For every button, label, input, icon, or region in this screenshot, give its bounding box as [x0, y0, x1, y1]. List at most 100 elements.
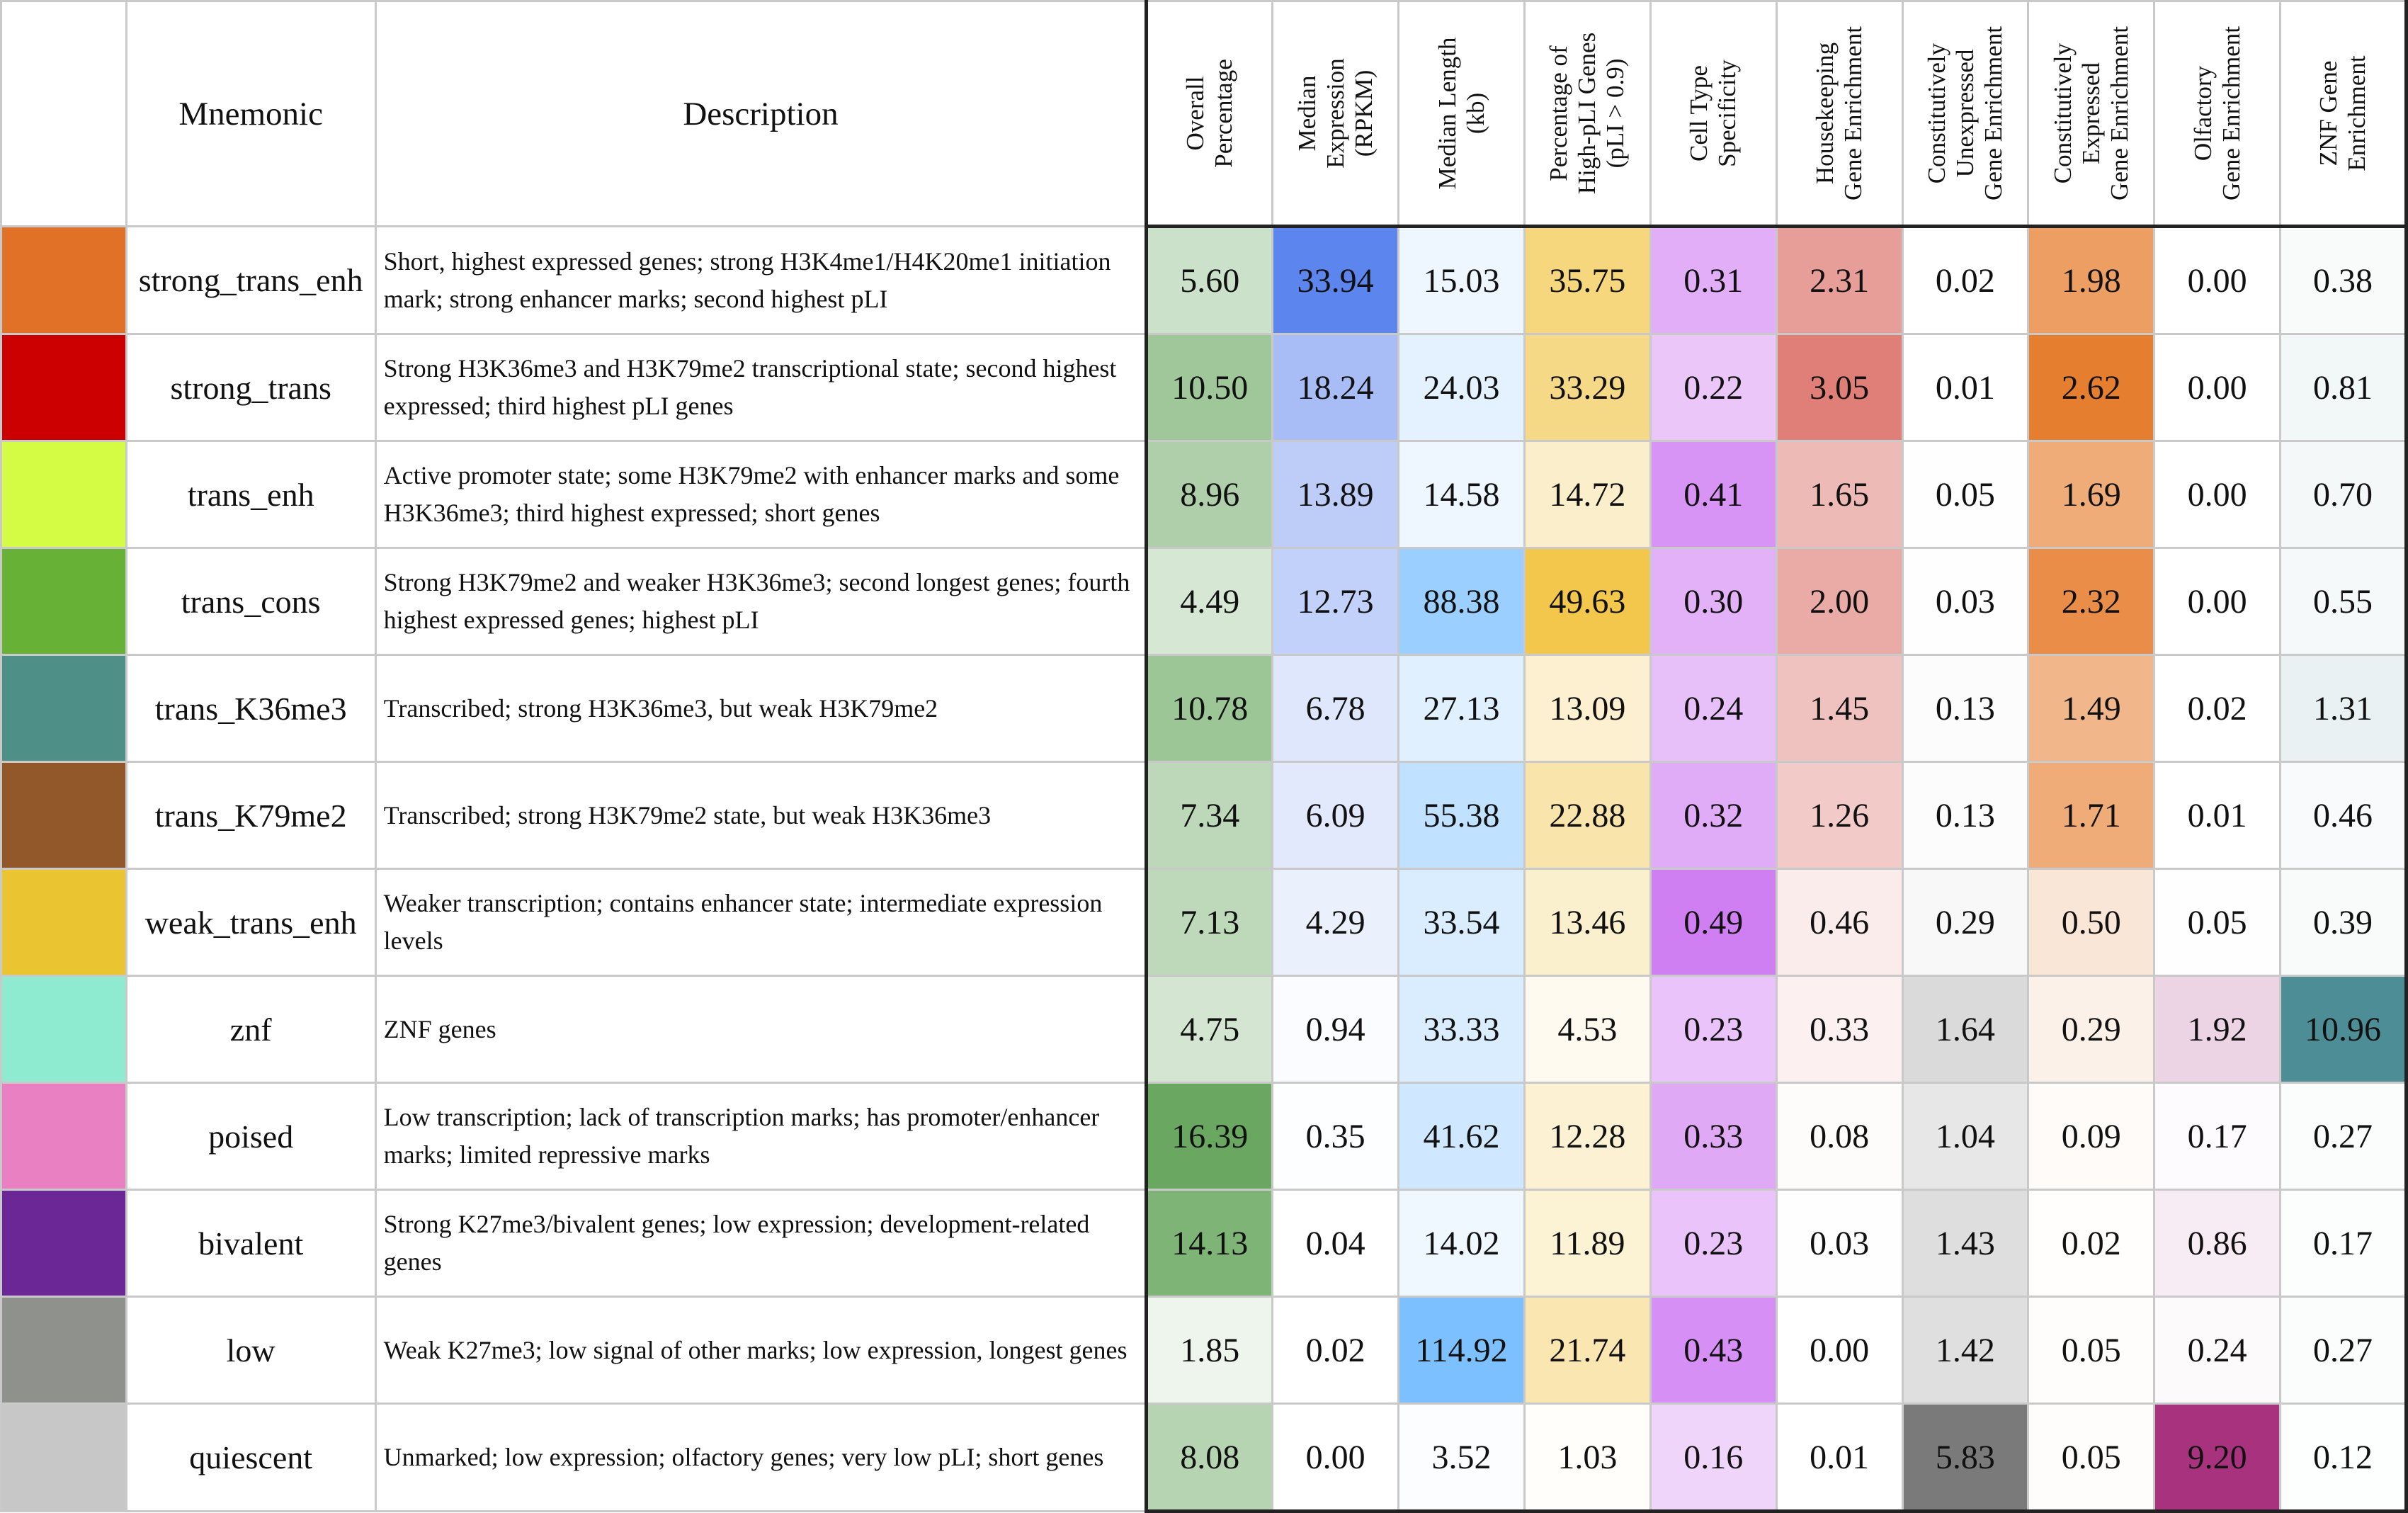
data-cell: 33.54 — [1397, 868, 1526, 977]
data-cell: 0.00 — [1271, 1402, 1400, 1513]
data-cell: 0.00 — [2153, 547, 2281, 656]
data-cell: 33.29 — [1523, 333, 1652, 442]
data-cell: 3.52 — [1397, 1402, 1526, 1513]
data-cell: 7.13 — [1145, 868, 1274, 977]
data-cell: 0.17 — [2153, 1082, 2281, 1191]
metric-header-line: (kb) — [1461, 92, 1489, 135]
metric-header-line: (RPKM) — [1349, 69, 1378, 157]
data-cell: 1.98 — [2027, 225, 2156, 335]
metric-header-label: Percentage of High-pLI Genes (pLI > 0.9) — [1545, 7, 1630, 220]
median-length-header: Median Length (kb) — [1397, 0, 1526, 227]
data-cell: 6.78 — [1271, 654, 1400, 763]
data-cell: 4.75 — [1145, 975, 1274, 1084]
metric-header-line: Expressed — [2077, 62, 2105, 164]
data-cell: 1.92 — [2153, 975, 2281, 1084]
housekeeping-enrichment-header: Housekeeping Gene Enrichment — [1775, 0, 1904, 227]
data-cell: 8.96 — [1145, 440, 1274, 549]
znf-enrichment-header: ZNF Gene Enrichment — [2278, 0, 2408, 227]
data-cell: 0.17 — [2278, 1189, 2408, 1298]
data-cell: 0.05 — [1901, 440, 2030, 549]
state-description: Active promoter state; some H3K79me2 wit… — [374, 440, 1148, 549]
data-cell: 0.81 — [2278, 333, 2408, 442]
metric-header-label: Overall Percentage — [1181, 7, 1238, 220]
state-mnemonic: weak_trans_enh — [125, 868, 377, 977]
state-description: Transcribed; strong H3K36me3, but weak H… — [374, 654, 1148, 763]
overall-percentage-header: Overall Percentage — [1145, 0, 1274, 227]
data-cell: 1.43 — [1901, 1189, 2030, 1298]
state-description: Unmarked; low expression; olfactory gene… — [374, 1402, 1148, 1512]
state-color-swatch — [0, 1402, 127, 1512]
table-row: trans_cons Strong H3K79me2 and weaker H3K… — [0, 547, 2408, 656]
metric-header-line: Constitutively — [1922, 42, 1950, 184]
data-cell: 6.09 — [1271, 761, 1400, 870]
metric-header-label: Housekeeping Gene Enrichment — [1811, 7, 1868, 220]
data-cell: 0.08 — [1775, 1082, 1904, 1191]
state-color-swatch — [0, 333, 127, 442]
metric-header-line: Median Length — [1433, 37, 1461, 190]
high-pli-percentage-header: Percentage of High-pLI Genes (pLI > 0.9) — [1523, 0, 1652, 227]
data-cell: 1.69 — [2027, 440, 2156, 549]
metric-header-label: Median Length (kb) — [1433, 7, 1490, 220]
data-cell: 0.23 — [1649, 1189, 1778, 1298]
data-cell: 49.63 — [1523, 547, 1652, 656]
data-cell: 1.03 — [1523, 1402, 1652, 1513]
data-cell: 0.00 — [2153, 440, 2281, 549]
header-row: Mnemonic Description Overall Percentage Me… — [0, 0, 2408, 227]
data-cell: 0.01 — [2153, 761, 2281, 870]
metric-header-line: Expression — [1321, 58, 1349, 169]
data-cell: 14.58 — [1397, 440, 1526, 549]
metric-header-line: Gene Enrichment — [1839, 26, 1868, 200]
table-row: weak_trans_enh Weaker transcription; cont… — [0, 868, 2408, 977]
data-cell: 33.94 — [1271, 225, 1400, 335]
table-row: poised Low transcription; lack of transcr… — [0, 1082, 2408, 1191]
data-cell: 1.26 — [1775, 761, 1904, 870]
data-cell: 0.32 — [1649, 761, 1778, 870]
state-description: Strong H3K36me3 and H3K79me2 transcripti… — [374, 333, 1148, 442]
data-cell: 0.43 — [1649, 1296, 1778, 1405]
data-cell: 0.05 — [2027, 1402, 2156, 1513]
data-cell: 5.60 — [1145, 225, 1274, 335]
data-cell: 12.28 — [1523, 1082, 1652, 1191]
data-cell: 21.74 — [1523, 1296, 1652, 1405]
data-cell: 10.96 — [2278, 975, 2408, 1084]
data-cell: 0.38 — [2278, 225, 2408, 335]
metric-header-label: Cell Type Specificity — [1685, 7, 1742, 220]
table-row: trans_K79me2 Transcribed; strong H3K79me2… — [0, 761, 2408, 870]
data-cell: 0.16 — [1649, 1402, 1778, 1513]
state-color-swatch — [0, 868, 127, 977]
data-cell: 0.50 — [2027, 868, 2156, 977]
data-cell: 4.29 — [1271, 868, 1400, 977]
data-cell: 114.92 — [1397, 1296, 1526, 1405]
table-row: znf ZNF genes 4.75 0.94 33.33 4.53 0.23 0.33 1.6… — [0, 975, 2408, 1084]
table-row: low Weak K27me3; low signal of other mark… — [0, 1296, 2408, 1405]
table-row: strong_trans_enh Short, highest expressed… — [0, 225, 2408, 335]
data-cell: 8.08 — [1145, 1402, 1274, 1513]
data-cell: 1.45 — [1775, 654, 1904, 763]
swatch-header — [0, 0, 127, 227]
data-cell: 0.55 — [2278, 547, 2408, 656]
data-cell: 13.46 — [1523, 868, 1652, 977]
metric-header-line: Specificity — [1713, 60, 1742, 167]
data-cell: 2.62 — [2027, 333, 2156, 442]
data-cell: 0.39 — [2278, 868, 2408, 977]
cell-type-specificity-header: Cell Type Specificity — [1649, 0, 1778, 227]
data-cell: 41.62 — [1397, 1082, 1526, 1191]
data-cell: 13.09 — [1523, 654, 1652, 763]
data-cell: 0.00 — [2153, 225, 2281, 335]
data-cell: 0.30 — [1649, 547, 1778, 656]
table-row: bivalent Strong K27me3/bivalent genes; lo… — [0, 1189, 2408, 1298]
metric-header-line: Gene Enrichment — [2105, 26, 2133, 200]
state-description: Weak K27me3; low signal of other marks; … — [374, 1296, 1148, 1405]
data-cell: 4.53 — [1523, 975, 1652, 1084]
metric-header-line: Housekeeping — [1811, 42, 1839, 185]
state-mnemonic: trans_K79me2 — [125, 761, 377, 870]
data-cell: 0.05 — [2027, 1296, 2156, 1405]
data-cell: 0.27 — [2278, 1296, 2408, 1405]
data-cell: 0.13 — [1901, 761, 2030, 870]
state-mnemonic: trans_K36me3 — [125, 654, 377, 763]
data-cell: 0.46 — [1775, 868, 1904, 977]
table-row: trans_K36me3 Transcribed; strong H3K36me3… — [0, 654, 2408, 763]
metric-header-line: Gene Enrichment — [1979, 26, 2007, 200]
data-cell: 16.39 — [1145, 1082, 1274, 1191]
